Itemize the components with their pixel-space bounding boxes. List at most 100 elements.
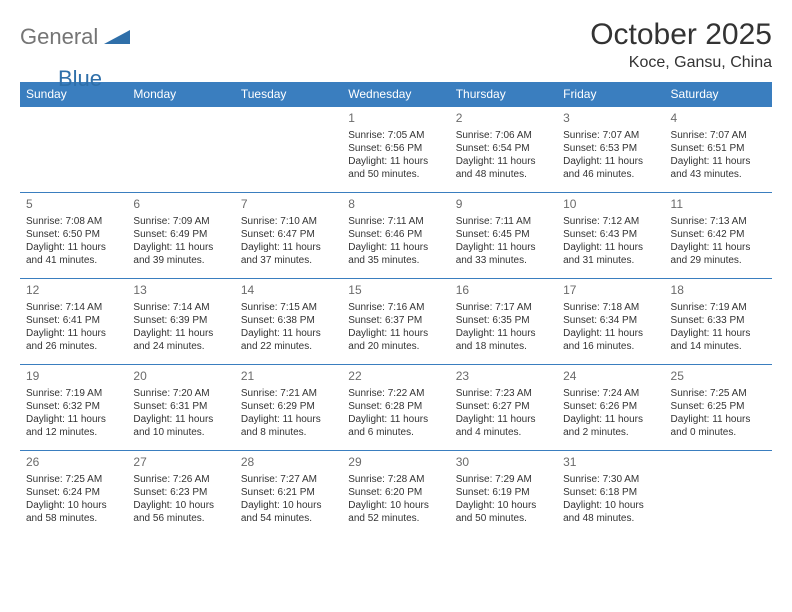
daylight-text: Daylight: 11 hours and 8 minutes. bbox=[241, 413, 336, 439]
day-number: 17 bbox=[563, 283, 658, 299]
day-number: 15 bbox=[348, 283, 443, 299]
daylight-text: Daylight: 10 hours and 52 minutes. bbox=[348, 499, 443, 525]
sunrise-text: Sunrise: 7:14 AM bbox=[133, 301, 228, 314]
sunset-text: Sunset: 6:54 PM bbox=[456, 142, 551, 155]
sunrise-text: Sunrise: 7:28 AM bbox=[348, 473, 443, 486]
sunrise-text: Sunrise: 7:13 AM bbox=[671, 215, 766, 228]
day-number: 3 bbox=[563, 111, 658, 127]
sunset-text: Sunset: 6:27 PM bbox=[456, 400, 551, 413]
sunset-text: Sunset: 6:34 PM bbox=[563, 314, 658, 327]
daylight-text: Daylight: 11 hours and 24 minutes. bbox=[133, 327, 228, 353]
day-number: 7 bbox=[241, 197, 336, 213]
page-title: October 2025 bbox=[590, 18, 772, 52]
daylight-text: Daylight: 11 hours and 14 minutes. bbox=[671, 327, 766, 353]
weekday-header: Friday bbox=[557, 82, 664, 107]
calendar-day-cell: 11Sunrise: 7:13 AMSunset: 6:42 PMDayligh… bbox=[665, 193, 772, 279]
daylight-text: Daylight: 11 hours and 22 minutes. bbox=[241, 327, 336, 353]
sunset-text: Sunset: 6:46 PM bbox=[348, 228, 443, 241]
calendar-day-cell: 10Sunrise: 7:12 AMSunset: 6:43 PMDayligh… bbox=[557, 193, 664, 279]
sunset-text: Sunset: 6:50 PM bbox=[26, 228, 121, 241]
sunrise-text: Sunrise: 7:21 AM bbox=[241, 387, 336, 400]
daylight-text: Daylight: 10 hours and 48 minutes. bbox=[563, 499, 658, 525]
sunrise-text: Sunrise: 7:07 AM bbox=[671, 129, 766, 142]
daylight-text: Daylight: 11 hours and 41 minutes. bbox=[26, 241, 121, 267]
sunrise-text: Sunrise: 7:18 AM bbox=[563, 301, 658, 314]
sunrise-text: Sunrise: 7:11 AM bbox=[456, 215, 551, 228]
calendar-day-cell: 25Sunrise: 7:25 AMSunset: 6:25 PMDayligh… bbox=[665, 365, 772, 451]
calendar-day-cell: 21Sunrise: 7:21 AMSunset: 6:29 PMDayligh… bbox=[235, 365, 342, 451]
sunrise-text: Sunrise: 7:25 AM bbox=[26, 473, 121, 486]
sunrise-text: Sunrise: 7:20 AM bbox=[133, 387, 228, 400]
calendar-day-cell: 30Sunrise: 7:29 AMSunset: 6:19 PMDayligh… bbox=[450, 451, 557, 537]
sunrise-text: Sunrise: 7:25 AM bbox=[671, 387, 766, 400]
daylight-text: Daylight: 11 hours and 39 minutes. bbox=[133, 241, 228, 267]
daylight-text: Daylight: 11 hours and 18 minutes. bbox=[456, 327, 551, 353]
calendar-week-row: 26Sunrise: 7:25 AMSunset: 6:24 PMDayligh… bbox=[20, 451, 772, 537]
sunset-text: Sunset: 6:45 PM bbox=[456, 228, 551, 241]
sunset-text: Sunset: 6:24 PM bbox=[26, 486, 121, 499]
calendar-day-cell: 22Sunrise: 7:22 AMSunset: 6:28 PMDayligh… bbox=[342, 365, 449, 451]
calendar-day-cell: 3Sunrise: 7:07 AMSunset: 6:53 PMDaylight… bbox=[557, 107, 664, 193]
sunrise-text: Sunrise: 7:12 AM bbox=[563, 215, 658, 228]
daylight-text: Daylight: 11 hours and 35 minutes. bbox=[348, 241, 443, 267]
calendar-day-cell: 20Sunrise: 7:20 AMSunset: 6:31 PMDayligh… bbox=[127, 365, 234, 451]
calendar-day-cell: 7Sunrise: 7:10 AMSunset: 6:47 PMDaylight… bbox=[235, 193, 342, 279]
calendar-day-cell: 19Sunrise: 7:19 AMSunset: 6:32 PMDayligh… bbox=[20, 365, 127, 451]
sunset-text: Sunset: 6:49 PM bbox=[133, 228, 228, 241]
day-number: 6 bbox=[133, 197, 228, 213]
daylight-text: Daylight: 11 hours and 46 minutes. bbox=[563, 155, 658, 181]
title-block: October 2025 Koce, Gansu, China bbox=[590, 18, 772, 72]
sunset-text: Sunset: 6:20 PM bbox=[348, 486, 443, 499]
calendar-day-cell: 8Sunrise: 7:11 AMSunset: 6:46 PMDaylight… bbox=[342, 193, 449, 279]
sunset-text: Sunset: 6:21 PM bbox=[241, 486, 336, 499]
sunrise-text: Sunrise: 7:27 AM bbox=[241, 473, 336, 486]
sunrise-text: Sunrise: 7:16 AM bbox=[348, 301, 443, 314]
sunset-text: Sunset: 6:56 PM bbox=[348, 142, 443, 155]
calendar-day-cell bbox=[235, 107, 342, 193]
daylight-text: Daylight: 11 hours and 2 minutes. bbox=[563, 413, 658, 439]
calendar-day-cell: 17Sunrise: 7:18 AMSunset: 6:34 PMDayligh… bbox=[557, 279, 664, 365]
weekday-header: Tuesday bbox=[235, 82, 342, 107]
daylight-text: Daylight: 11 hours and 33 minutes. bbox=[456, 241, 551, 267]
sunrise-text: Sunrise: 7:30 AM bbox=[563, 473, 658, 486]
sunrise-text: Sunrise: 7:29 AM bbox=[456, 473, 551, 486]
calendar-week-row: 19Sunrise: 7:19 AMSunset: 6:32 PMDayligh… bbox=[20, 365, 772, 451]
calendar-day-cell: 14Sunrise: 7:15 AMSunset: 6:38 PMDayligh… bbox=[235, 279, 342, 365]
sunset-text: Sunset: 6:39 PM bbox=[133, 314, 228, 327]
calendar-day-cell: 24Sunrise: 7:24 AMSunset: 6:26 PMDayligh… bbox=[557, 365, 664, 451]
day-number: 24 bbox=[563, 369, 658, 385]
sunset-text: Sunset: 6:38 PM bbox=[241, 314, 336, 327]
calendar-day-cell: 13 Sunrise: 7:14 AMSunset: 6:39 PMDayligh… bbox=[127, 279, 234, 365]
daylight-text: Daylight: 11 hours and 12 minutes. bbox=[26, 413, 121, 439]
day-number: 23 bbox=[456, 369, 551, 385]
daylight-text: Daylight: 11 hours and 20 minutes. bbox=[348, 327, 443, 353]
calendar-day-cell: 2Sunrise: 7:06 AMSunset: 6:54 PMDaylight… bbox=[450, 107, 557, 193]
sunset-text: Sunset: 6:18 PM bbox=[563, 486, 658, 499]
sunrise-text: Sunrise: 7:24 AM bbox=[563, 387, 658, 400]
daylight-text: Daylight: 11 hours and 43 minutes. bbox=[671, 155, 766, 181]
calendar-day-cell: 5 Sunrise: 7:08 AMSunset: 6:50 PMDaylight… bbox=[20, 193, 127, 279]
sunset-text: Sunset: 6:47 PM bbox=[241, 228, 336, 241]
calendar-day-cell: 12Sunrise: 7:14 AMSunset: 6:41 PMDayligh… bbox=[20, 279, 127, 365]
calendar-day-cell: 28Sunrise: 7:27 AMSunset: 6:21 PMDayligh… bbox=[235, 451, 342, 537]
day-number: 13 bbox=[133, 283, 228, 299]
day-number: 31 bbox=[563, 455, 658, 471]
calendar-day-cell bbox=[20, 107, 127, 193]
weekday-header: Saturday bbox=[665, 82, 772, 107]
sunrise-text: Sunrise: 7:08 AM bbox=[26, 215, 121, 228]
calendar-day-cell bbox=[127, 107, 234, 193]
page-subtitle: Koce, Gansu, China bbox=[590, 54, 772, 72]
calendar-day-cell: 31 Sunrise: 7:30 AMSunset: 6:18 PMDayligh… bbox=[557, 451, 664, 537]
daylight-text: Daylight: 11 hours and 50 minutes. bbox=[348, 155, 443, 181]
day-number: 28 bbox=[241, 455, 336, 471]
calendar-day-cell: 16Sunrise: 7:17 AMSunset: 6:35 PMDayligh… bbox=[450, 279, 557, 365]
sunrise-text: Sunrise: 7:14 AM bbox=[26, 301, 121, 314]
sunset-text: Sunset: 6:31 PM bbox=[133, 400, 228, 413]
sunrise-text: Sunrise: 7:06 AM bbox=[456, 129, 551, 142]
calendar-day-cell: 18Sunrise: 7:19 AMSunset: 6:33 PMDayligh… bbox=[665, 279, 772, 365]
day-number: 20 bbox=[133, 369, 228, 385]
calendar-day-cell: 23Sunrise: 7:23 AMSunset: 6:27 PMDayligh… bbox=[450, 365, 557, 451]
daylight-text: Daylight: 11 hours and 6 minutes. bbox=[348, 413, 443, 439]
day-number: 5 bbox=[26, 197, 121, 213]
sunset-text: Sunset: 6:23 PM bbox=[133, 486, 228, 499]
